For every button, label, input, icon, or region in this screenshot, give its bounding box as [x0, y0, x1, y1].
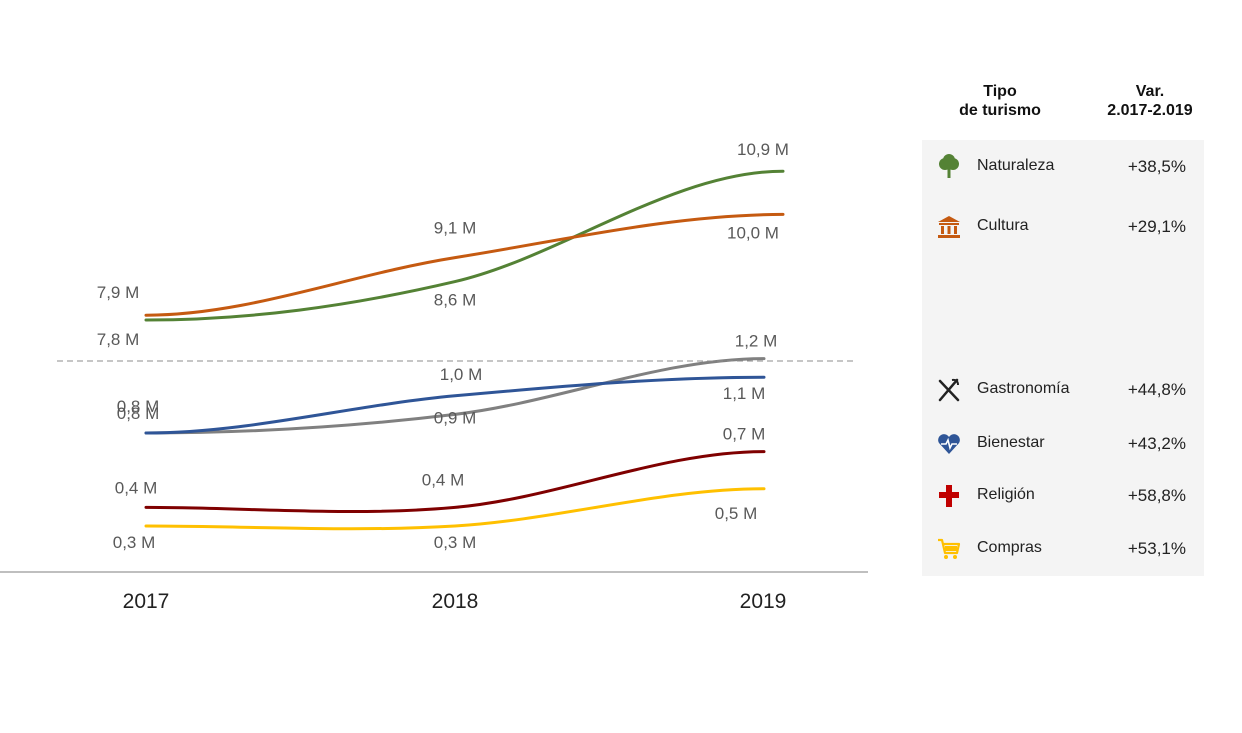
legend-variation: +43,2%	[1127, 434, 1186, 453]
legend-name: Naturaleza	[977, 157, 1055, 174]
heart-pulse-icon	[938, 434, 960, 454]
series-line-compras	[144, 487, 766, 531]
x-tick-label: 2019	[740, 590, 787, 613]
data-label: 10,9 M	[737, 140, 789, 159]
data-label: 1,2 M	[735, 332, 778, 351]
data-label: 0,4 M	[115, 478, 158, 497]
x-axis-ticks: 2017 2018 2019	[123, 590, 787, 613]
legend-variation: +38,5%	[1127, 157, 1186, 176]
legend-name: Compras	[977, 539, 1042, 556]
data-label: 7,9 M	[97, 283, 140, 302]
data-label: 0,3 M	[434, 533, 477, 552]
legend-name: Religión	[977, 486, 1035, 503]
legend-name: Gastronomía	[977, 380, 1070, 397]
data-label: 9,1 M	[434, 219, 477, 238]
data-label: 10,0 M	[727, 223, 779, 242]
legend-panel: Naturaleza +38,5% Cultura +29,1% Gastron…	[922, 140, 1204, 576]
legend-variation: +44,8%	[1127, 380, 1186, 399]
legend-variation: +29,1%	[1127, 217, 1186, 236]
data-label: 1,1 M	[723, 384, 766, 403]
line-chart: 7,8 M 8,6 M 10,9 M 7,9 M 9,1 M 10,0 M 0,8 M 0,9…	[0, 140, 868, 613]
series-line-bienestar	[144, 375, 766, 435]
cross-icon	[939, 485, 959, 507]
data-label: 0,8 M	[117, 397, 160, 416]
data-labels: 7,8 M 8,6 M 10,9 M 7,9 M 9,1 M 10,0 M 0,8 M 0,9…	[97, 140, 789, 552]
legend-row-compras: Compras +53,1%	[922, 534, 1204, 564]
museum-icon	[938, 216, 960, 238]
legend-variation: +53,1%	[1127, 539, 1186, 558]
series-line-cultura	[144, 212, 785, 317]
data-label: 0,7 M	[723, 425, 766, 444]
legend-name: Bienestar	[977, 434, 1045, 451]
series-line-gastronomía	[144, 357, 766, 435]
x-tick-label: 2017	[123, 590, 170, 613]
cart-icon	[938, 538, 961, 559]
data-label: 0,8 M	[117, 404, 160, 423]
legend-row-naturaleza: Naturaleza +38,5%	[922, 152, 1204, 182]
legend-row-gastronomia: Gastronomía +44,8%	[922, 375, 1204, 405]
legend-row-religion: Religión +58,8%	[922, 481, 1204, 511]
legend-row-bienestar: Bienestar +43,2%	[922, 429, 1204, 459]
legend-header-variation: Var. 2.017-2.019	[1107, 83, 1193, 119]
data-label: 1,0 M	[440, 365, 483, 384]
legend-variation: +58,8%	[1127, 486, 1186, 505]
data-label: 8,6 M	[434, 291, 477, 310]
data-label: 0,3 M	[113, 533, 156, 552]
series-line-naturaleza	[144, 169, 785, 322]
data-label: 0,4 M	[422, 470, 465, 489]
fork-knife-icon	[938, 378, 960, 402]
x-tick-label: 2018	[432, 590, 479, 613]
data-label: 0,5 M	[715, 504, 758, 523]
legend-row-cultura: Cultura +29,1%	[922, 212, 1204, 242]
data-label: 7,8 M	[97, 330, 140, 349]
legend-header: Tipo de turismo Var. 2.017-2.019	[925, 82, 1215, 132]
tree-icon	[939, 154, 959, 178]
legend-name: Cultura	[977, 217, 1029, 234]
series-line-religión	[144, 450, 766, 514]
data-label: 0,9 M	[434, 408, 477, 427]
series-lines	[144, 169, 785, 531]
legend-header-type: Tipo de turismo	[959, 83, 1041, 119]
